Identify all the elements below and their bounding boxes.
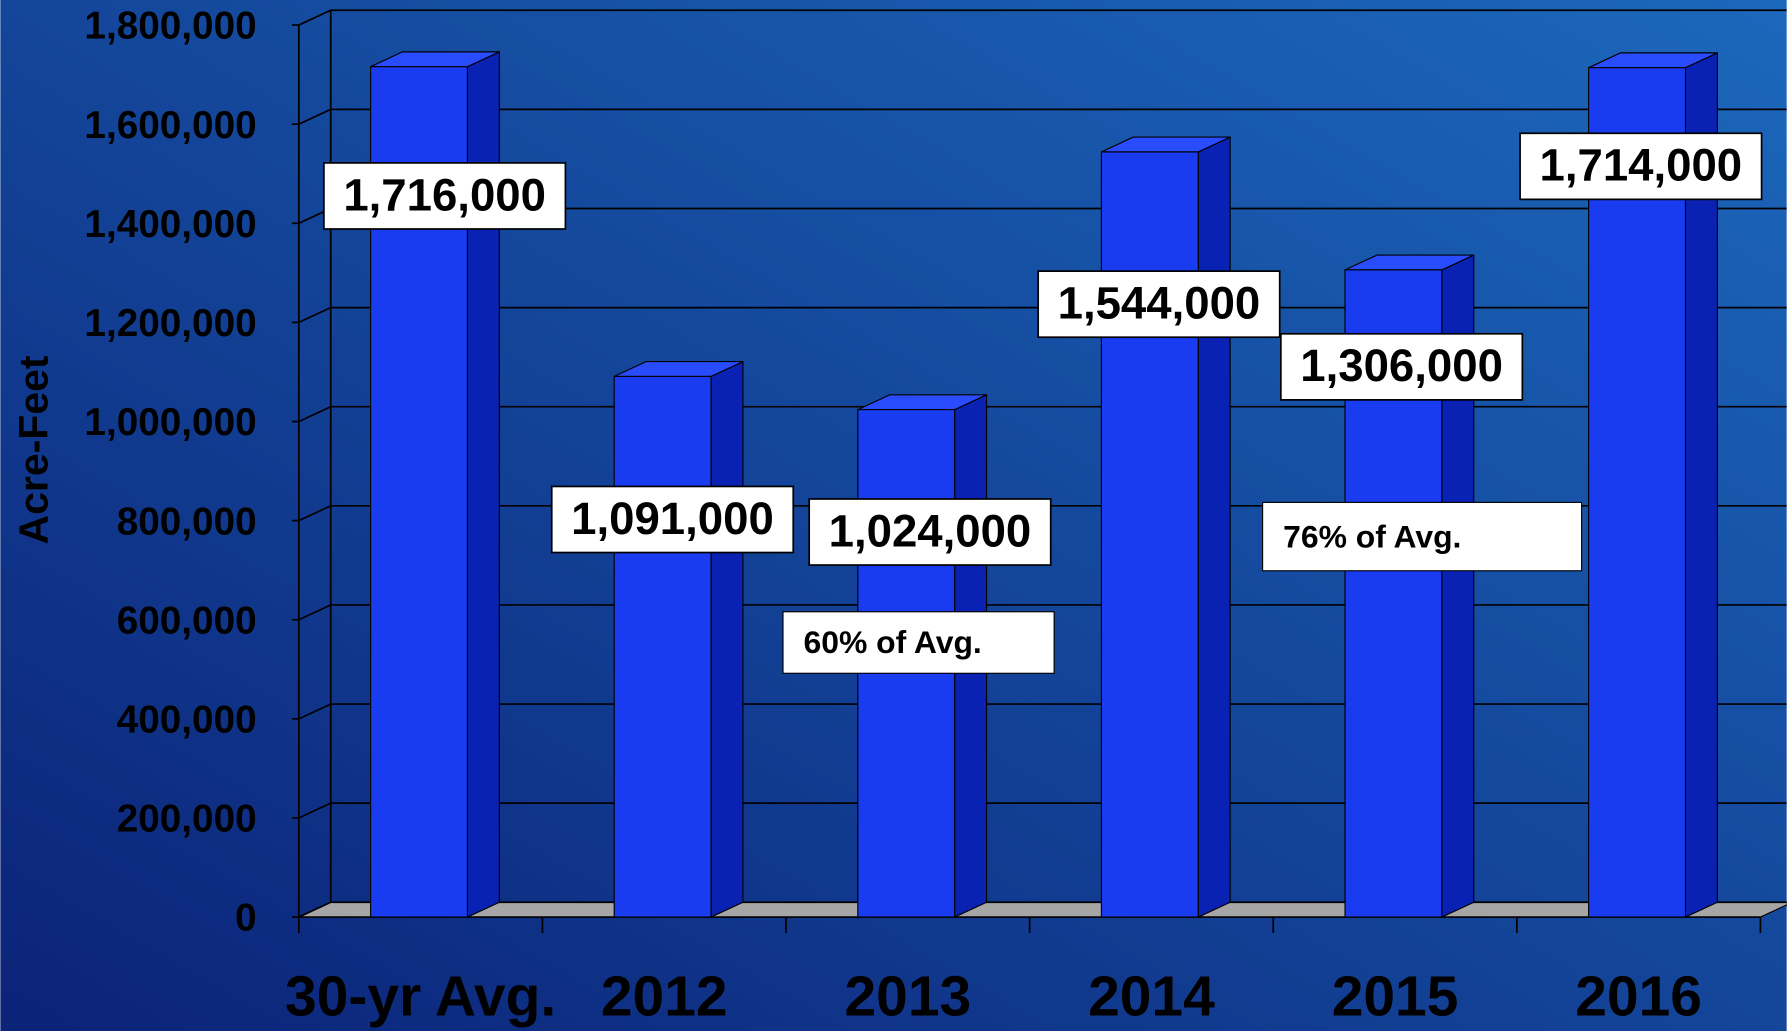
grid-line bbox=[298, 901, 1787, 918]
y-tick-label: 1,000,000 bbox=[84, 401, 256, 444]
bar-side bbox=[710, 360, 744, 918]
bar bbox=[1588, 67, 1687, 918]
y-tick-label: 400,000 bbox=[117, 699, 257, 742]
y-axis-label: Acre-Feet bbox=[11, 355, 57, 544]
value-label: 1,716,000 bbox=[343, 169, 546, 220]
value-label-box bbox=[808, 498, 1052, 566]
grid-line bbox=[298, 108, 1787, 125]
annotation-box bbox=[1262, 501, 1583, 572]
value-label-box bbox=[323, 162, 567, 230]
y-tick-label: 600,000 bbox=[117, 599, 257, 642]
x-tick-label: 2016 bbox=[1575, 964, 1702, 1028]
annotation: 60% of Avg. bbox=[804, 624, 982, 660]
annotation-box bbox=[782, 611, 1055, 674]
annotation: 76% of Avg. bbox=[1283, 518, 1461, 554]
y-tick-label: 800,000 bbox=[117, 500, 257, 543]
grid-line bbox=[298, 703, 1787, 720]
value-label: 1,714,000 bbox=[1540, 140, 1743, 191]
bar-side bbox=[1197, 136, 1231, 918]
value-label: 1,091,000 bbox=[571, 493, 774, 544]
y-tick-label: 1,800,000 bbox=[84, 5, 256, 48]
value-label: 1,544,000 bbox=[1058, 277, 1261, 328]
value-label: 1,024,000 bbox=[829, 505, 1032, 556]
floor bbox=[298, 901, 1787, 918]
bar bbox=[1100, 151, 1199, 918]
value-label-box bbox=[550, 485, 795, 554]
y-tick-label: 0 bbox=[235, 897, 257, 940]
bar bbox=[613, 375, 712, 918]
value-label-box bbox=[1279, 332, 1524, 401]
x-tick-label: 2015 bbox=[1332, 964, 1459, 1028]
x-tick-label: 2014 bbox=[1088, 964, 1215, 1028]
value-label-box bbox=[1519, 132, 1763, 201]
grid-line bbox=[298, 604, 1787, 621]
x-tick-label: 2012 bbox=[601, 964, 728, 1028]
y-tick-label: 1,400,000 bbox=[84, 203, 256, 246]
grid-line bbox=[298, 802, 1787, 819]
value-label-box bbox=[1037, 270, 1281, 339]
grid-line bbox=[298, 306, 1787, 324]
y-tick-label: 1,200,000 bbox=[84, 302, 256, 345]
y-tick-label: 200,000 bbox=[117, 798, 257, 841]
x-tick-label: 2013 bbox=[844, 964, 971, 1028]
grid-line bbox=[298, 405, 1787, 423]
grid-line bbox=[298, 9, 1787, 26]
value-label: 1,306,000 bbox=[1300, 340, 1503, 391]
x-tick-label: 30-yr Avg. bbox=[285, 964, 556, 1028]
y-tick-label: 1,600,000 bbox=[84, 104, 256, 147]
